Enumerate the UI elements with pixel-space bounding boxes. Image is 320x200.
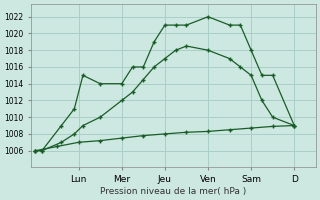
X-axis label: Pression niveau de la mer( hPa ): Pression niveau de la mer( hPa )	[100, 187, 247, 196]
